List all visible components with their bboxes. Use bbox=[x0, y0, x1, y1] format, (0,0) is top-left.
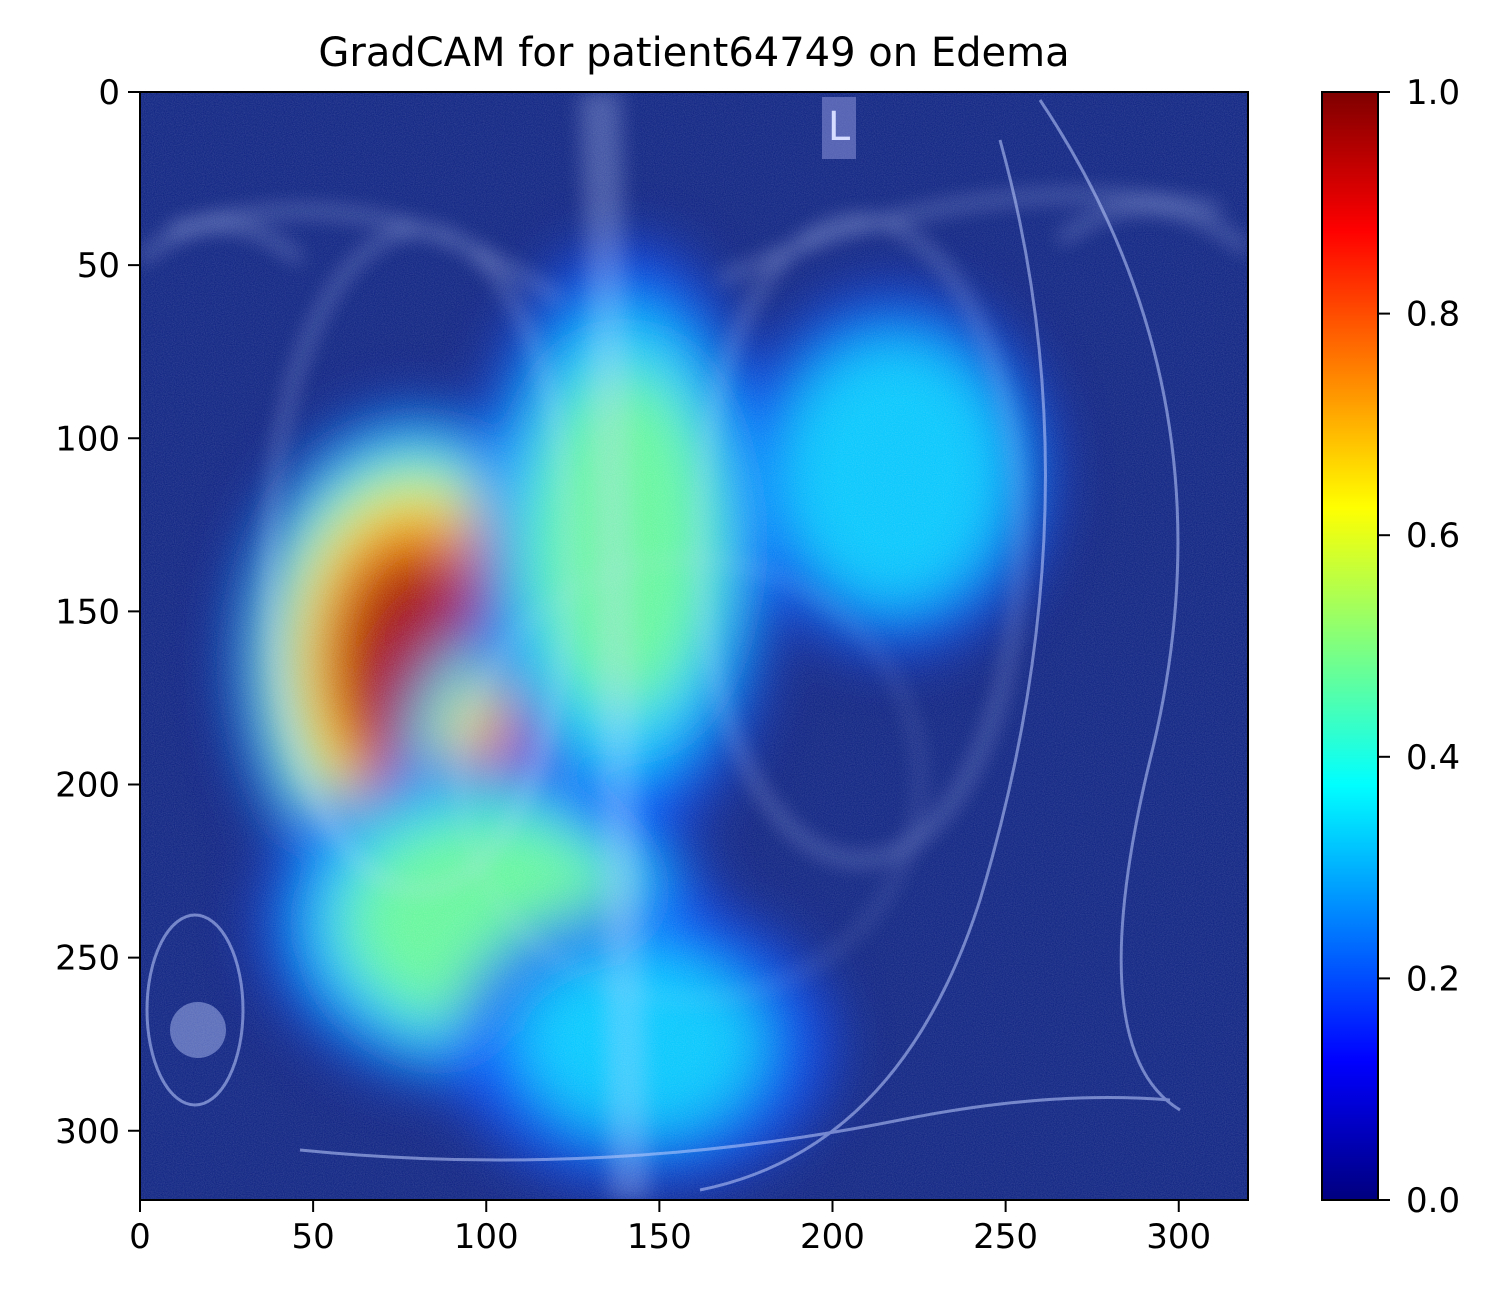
colorbar-tick-label: 0.4 bbox=[1406, 738, 1460, 778]
x-tick-label: 50 bbox=[291, 1217, 334, 1257]
x-tick-label: 0 bbox=[129, 1217, 151, 1257]
chart-title: GradCAM for patient64749 on Edema bbox=[318, 30, 1069, 76]
y-tick-label: 150 bbox=[55, 592, 120, 632]
colorbar-tick-label: 1.0 bbox=[1406, 73, 1460, 113]
colorbar-ticks: 0.0 0.2 0.4 0.6 0.8 1.0 bbox=[1378, 73, 1460, 1221]
x-axis: 0 50 100 150 200 250 300 bbox=[129, 1200, 1211, 1257]
side-marker-box bbox=[822, 97, 856, 159]
y-tick-label: 250 bbox=[55, 939, 120, 979]
image-grain bbox=[140, 92, 1248, 1200]
y-tick-label: 200 bbox=[55, 766, 120, 806]
colorbar-tick-label: 0.8 bbox=[1406, 295, 1460, 335]
colorbar: 0.0 0.2 0.4 0.6 0.8 1.0 bbox=[1321, 73, 1460, 1221]
y-tick-label: 100 bbox=[55, 419, 120, 459]
y-axis: 0 50 100 150 200 250 300 bbox=[55, 73, 140, 1152]
x-tick-label: 150 bbox=[627, 1217, 692, 1257]
x-tick-label: 200 bbox=[800, 1217, 865, 1257]
x-tick-label: 100 bbox=[454, 1217, 519, 1257]
side-marker-letter: L bbox=[828, 104, 851, 150]
x-tick-label: 250 bbox=[973, 1217, 1038, 1257]
x-tick-label: 300 bbox=[1146, 1217, 1211, 1257]
y-tick-label: 300 bbox=[55, 1112, 120, 1152]
plot-frame bbox=[139, 91, 1249, 1201]
colorbar-tick-label: 0.6 bbox=[1406, 516, 1460, 556]
y-tick-label: 50 bbox=[77, 246, 120, 286]
colorbar-tick-label: 0.0 bbox=[1406, 1181, 1460, 1221]
plot-area: L bbox=[140, 92, 1248, 1200]
colorbar-tick-label: 0.2 bbox=[1406, 959, 1460, 999]
y-tick-label: 0 bbox=[98, 73, 120, 113]
colorbar-frame bbox=[1321, 91, 1379, 1201]
colorbar-gradient bbox=[1322, 92, 1378, 1200]
